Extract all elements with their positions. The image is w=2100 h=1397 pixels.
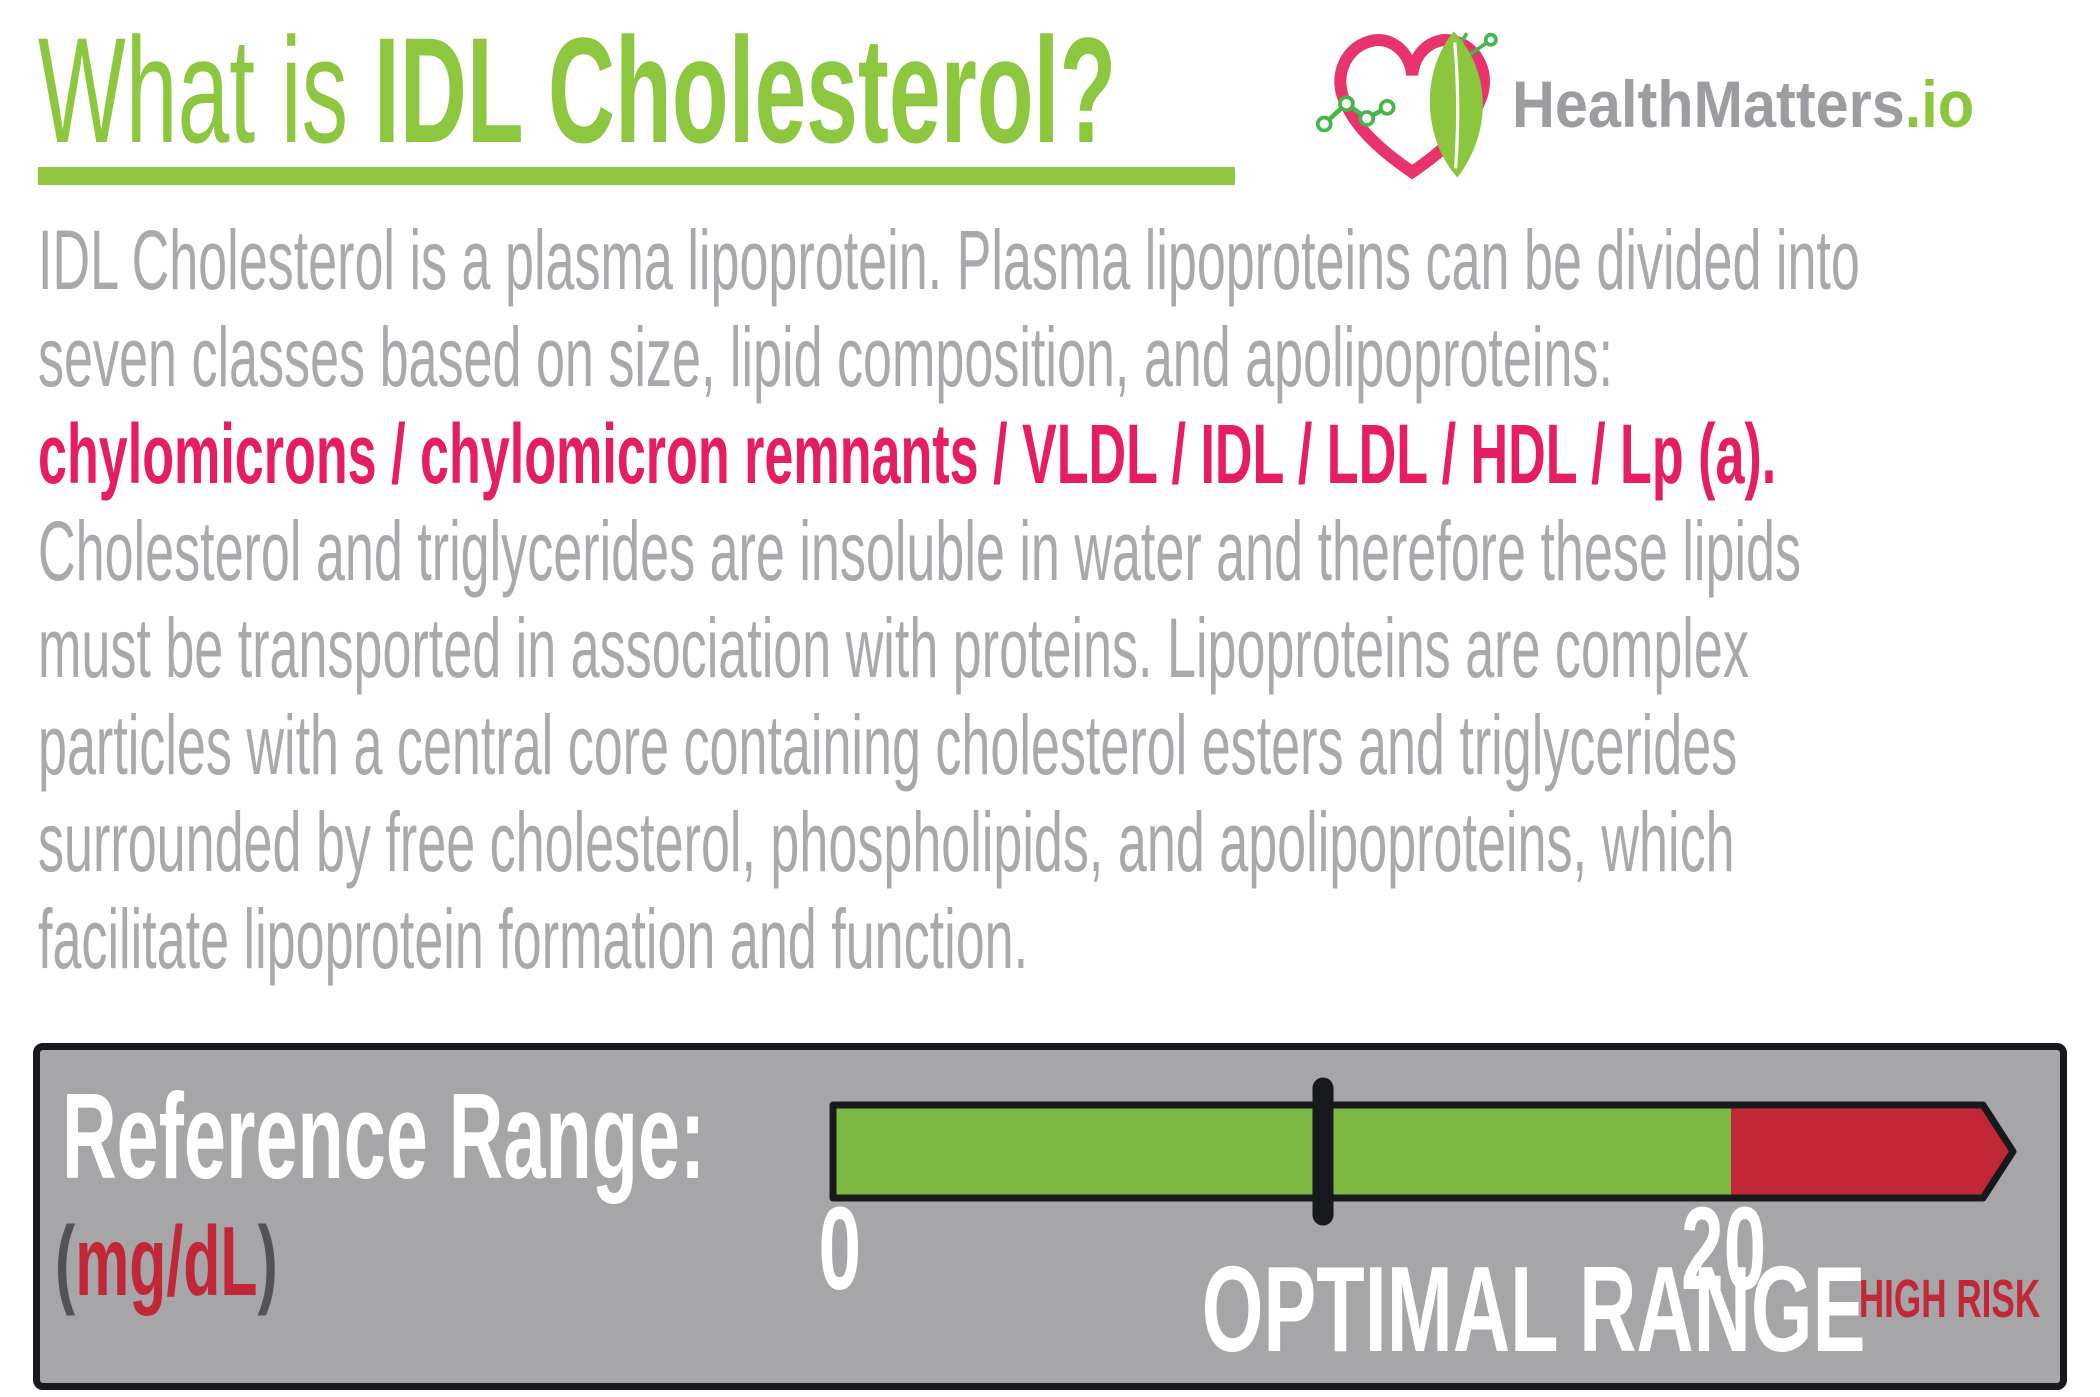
sprig-dot-icon xyxy=(1483,32,1498,47)
paragraph-line: particles with a central core containing… xyxy=(38,698,1738,792)
chart-line-icon xyxy=(1322,100,1389,126)
title-bold-part: IDL Cholesterol? xyxy=(373,6,1117,174)
title-light-part: What is xyxy=(38,6,374,174)
gauge-tick-max: 20 xyxy=(1680,1183,1767,1315)
high-risk-label: HIGH RISK xyxy=(1858,1269,2041,1329)
unit-text: mg/dL xyxy=(75,1206,258,1316)
gauge-optimal-segment xyxy=(833,1105,2013,1198)
reference-range-panel xyxy=(33,1043,2067,1390)
lipoprotein-classes-line: chylomicrons / chylomicron remnants / VL… xyxy=(38,407,1777,501)
gauge-outline xyxy=(829,1101,2017,1202)
brand-wordmark: HealthMatters.io xyxy=(1512,68,2025,141)
description-paragraph: IDL Cholesterol is a plasma lipoprotein.… xyxy=(38,212,2100,988)
title-underline xyxy=(38,167,1235,185)
paragraph-line: surrounded by free cholesterol, phosphol… xyxy=(38,795,1735,889)
chart-dot-icon xyxy=(1316,115,1333,133)
unit-close-paren: ) xyxy=(257,1206,278,1316)
paragraph-line: Cholesterol and triglycerides are insolu… xyxy=(38,504,1802,598)
reference-range-gauge xyxy=(829,1077,2017,1226)
page-title: What is IDL Cholesterol? xyxy=(38,15,1777,165)
reference-range-label: Reference Range: xyxy=(62,1068,706,1204)
paragraph-line: must be transported in association with … xyxy=(38,601,1749,695)
leaf-midrib-icon xyxy=(1453,42,1460,169)
paragraph-line: IDL Cholesterol is a plasma lipoprotein.… xyxy=(38,213,1860,307)
chart-dot-icon xyxy=(1378,98,1396,116)
gauge-tick-min: 0 xyxy=(818,1183,862,1315)
brand-name: HealthMatters xyxy=(1512,67,1905,141)
brand-tld: .io xyxy=(1904,67,1975,141)
unit-open-paren: ( xyxy=(55,1206,76,1316)
chart-dot-icon xyxy=(1338,95,1355,112)
paragraph-line: seven classes based on size, lipid compo… xyxy=(38,310,1613,404)
reference-unit-label: (mg/dL) xyxy=(55,1212,414,1310)
chart-dot-icon xyxy=(1358,110,1376,127)
paragraph-line: facilitate lipoprotein formation and fun… xyxy=(38,892,1029,986)
page-title-text: What is IDL Cholesterol? xyxy=(38,15,1116,165)
optimal-range-label: OPTIMAL RANGE xyxy=(1201,1241,1866,1377)
healthmatters-logo-icon xyxy=(1316,31,1498,180)
gauge-highrisk-segment xyxy=(1731,1105,2013,1198)
